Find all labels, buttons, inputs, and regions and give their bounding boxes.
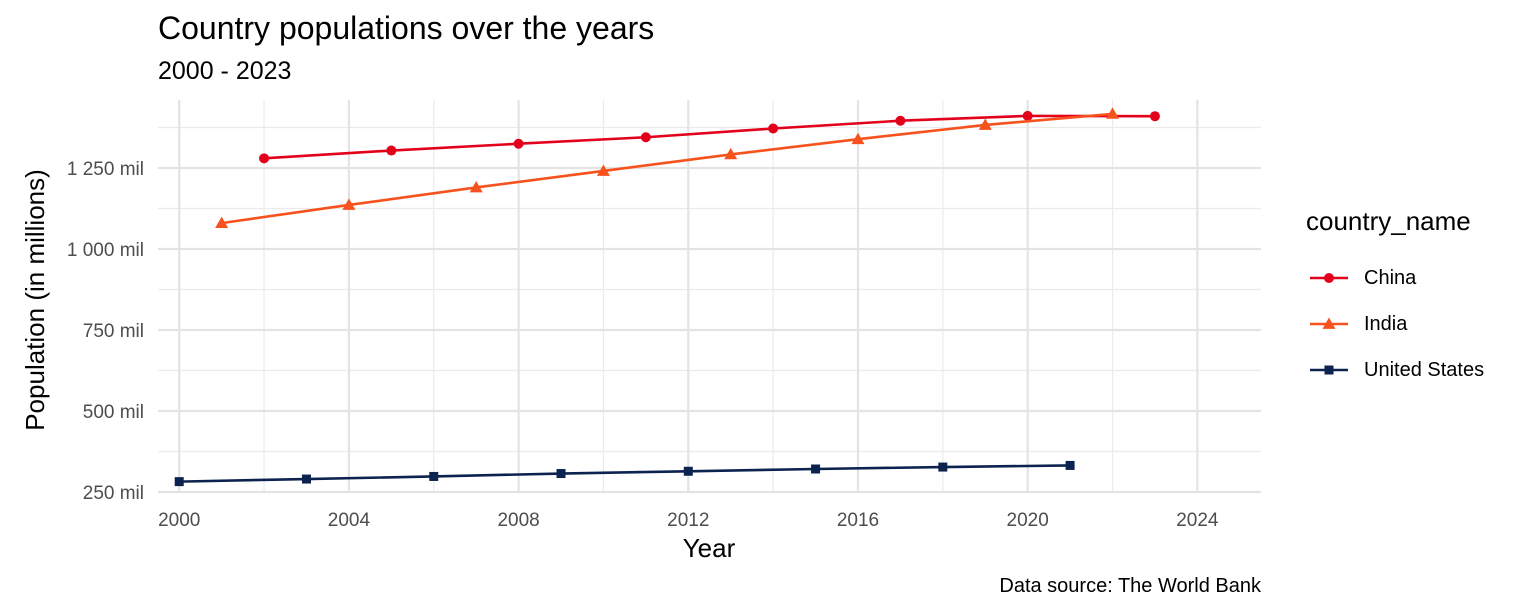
- legend-key-united-states: [1310, 365, 1348, 375]
- x-tick-label: 2004: [328, 510, 371, 531]
- major-gridlines: [158, 100, 1261, 494]
- y-tick-label: 1 000 mil: [67, 240, 144, 261]
- legend-key-marker: [1322, 317, 1336, 329]
- india-line: [221, 112, 1113, 225]
- india-point: [469, 180, 483, 193]
- china-point: [513, 138, 524, 149]
- x-axis-title: Year: [683, 533, 736, 563]
- china-point: [895, 115, 906, 126]
- series-layer: [174, 107, 1160, 487]
- united-states-point: [938, 462, 948, 472]
- legend-key-china: [1310, 273, 1348, 283]
- data-source-caption: Data source: The World Bank: [999, 575, 1261, 597]
- minor-gridlines: [158, 100, 1261, 492]
- chart-title: Country populations over the years: [158, 10, 655, 46]
- china-point: [386, 145, 397, 156]
- india-point: [342, 198, 356, 210]
- china-point: [259, 153, 270, 164]
- x-tick-label: 2016: [837, 510, 879, 531]
- united-states-point: [1065, 460, 1075, 470]
- legend-item-united-states: United States: [1306, 347, 1526, 393]
- india-point: [851, 132, 865, 145]
- legend-key-marker: [1324, 365, 1334, 375]
- x-tick-label: 2024: [1176, 510, 1219, 531]
- united-states-point: [301, 474, 311, 484]
- united-states-point: [683, 466, 693, 476]
- china-point: [768, 123, 779, 134]
- y-tick-label: 1 250 mil: [67, 159, 144, 180]
- legend-key-india: [1310, 317, 1348, 329]
- y-axis-tick-labels: 250 mil 500 mil 750 mil 1 000 mil 1 250 mil: [67, 159, 144, 504]
- united-states-line: [179, 464, 1071, 483]
- x-axis-tick-labels: 2000 2004 2008 2012 2016 2020 2024: [158, 510, 1219, 531]
- legend-item-india: India: [1306, 301, 1526, 347]
- legend-label-united-states: United States: [1364, 358, 1485, 381]
- x-tick-label: 2008: [497, 510, 539, 531]
- x-tick-label: 2020: [1007, 510, 1049, 531]
- y-tick-label: 500 mil: [83, 402, 144, 423]
- india-point: [215, 216, 229, 228]
- y-axis-title: Population (in millions): [20, 169, 50, 431]
- india-point: [596, 164, 610, 176]
- series-china: [259, 110, 1160, 164]
- chart-subtitle: 2000 - 2023: [158, 57, 292, 85]
- india-point: [724, 147, 738, 160]
- india-point: [978, 118, 992, 130]
- united-states-point: [556, 469, 566, 479]
- legend-label-china: China: [1364, 266, 1417, 289]
- series-united-states: [174, 460, 1075, 487]
- legend: country_name China India United States: [1306, 206, 1526, 393]
- y-tick-label: 750 mil: [83, 321, 144, 342]
- x-tick-label: 2012: [667, 510, 709, 531]
- united-states-point: [811, 464, 821, 474]
- legend-label-india: India: [1364, 312, 1408, 335]
- united-states-point: [429, 471, 439, 481]
- y-tick-label: 250 mil: [83, 483, 144, 504]
- x-tick-label: 2000: [158, 510, 200, 531]
- india-point: [1106, 107, 1120, 119]
- china-point: [640, 132, 651, 143]
- legend-key-marker: [1324, 273, 1334, 283]
- series-india: [215, 107, 1120, 228]
- united-states-point: [174, 477, 184, 487]
- china-line: [263, 114, 1155, 160]
- legend-title: country_name: [1306, 206, 1471, 236]
- china-point: [1022, 110, 1033, 121]
- china-point: [1149, 111, 1160, 122]
- legend-item-china: China: [1306, 255, 1526, 301]
